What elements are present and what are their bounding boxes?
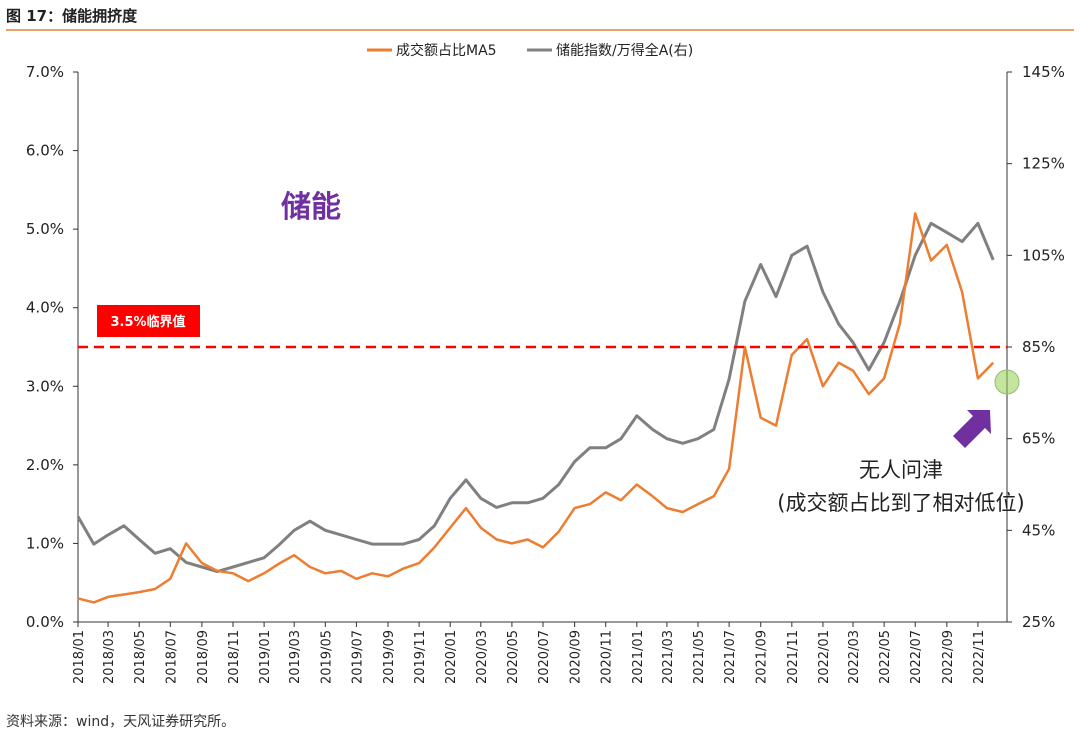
y-left-tick-label: 4.0% — [26, 299, 64, 317]
threshold-label-box — [97, 305, 200, 337]
y-right-tick-label: 125% — [1022, 155, 1065, 173]
y-right-tick-label: 105% — [1022, 246, 1065, 264]
x-tick-group: 2018/01 2018/03 2018/05 2018/07 2018/09 2018/… — [72, 622, 987, 684]
x-tick-label: 2019/05 — [319, 630, 334, 684]
threshold-label: 3.5%临界值 — [110, 314, 185, 330]
source-note: 资料来源：wind，天风证券研究所。 — [6, 714, 236, 730]
series-line-turnover — [77, 212, 995, 604]
y-left-tick-label: 6.0% — [26, 142, 64, 160]
y-right-tick-label: 25% — [1022, 613, 1055, 631]
x-tick-label: 2019/09 — [382, 630, 397, 684]
x-tick-label: 2020/07 — [537, 630, 552, 684]
x-tick-label: 2018/07 — [164, 630, 179, 684]
x-tick-label: 2019/03 — [288, 630, 303, 684]
annotation-line-2: (成交额占比到了相对低位) — [777, 491, 1024, 515]
x-tick-label: 2021/01 — [631, 630, 646, 684]
low-point-marker — [994, 369, 1020, 395]
x-tick-label: 2018/01 — [72, 630, 87, 684]
x-tick-label: 2021/03 — [661, 630, 676, 684]
legend-label-ratio: 储能指数/万得全A(右) — [556, 42, 693, 59]
legend: 成交额占比MA5 储能指数/万得全A(右) — [367, 42, 693, 59]
x-tick-label: 2021/11 — [786, 630, 801, 684]
annotation-line-1: 无人问津 — [859, 458, 943, 482]
y-right-tick-label: 85% — [1022, 338, 1055, 356]
x-tick-label: 2021/09 — [755, 630, 770, 684]
figure-title: 图 17：储能拥挤度 — [6, 7, 138, 25]
y-left-tick-label: 3.0% — [26, 377, 64, 395]
y-left-tick-label: 5.0% — [26, 220, 64, 238]
purple-arrow-icon — [953, 410, 991, 448]
x-tick-label: 2019/07 — [350, 630, 365, 684]
x-tick-label: 2019/01 — [258, 630, 273, 684]
x-tick-label: 2022/03 — [847, 630, 862, 684]
series-line-ratio — [76, 221, 995, 574]
y-right-tick-group: 25% 45% 65% 85% 105% 125% 145% — [1007, 63, 1065, 631]
y-left-tick-label: 2.0% — [26, 456, 64, 474]
x-tick-label: 2021/07 — [723, 630, 738, 684]
x-tick-label: 2018/05 — [133, 630, 148, 684]
x-tick-label: 2020/01 — [444, 630, 459, 684]
y-left-tick-label: 1.0% — [26, 534, 64, 552]
x-tick-label: 2022/05 — [878, 630, 893, 684]
y-left-tick-label: 7.0% — [26, 63, 64, 81]
y-right-tick-label: 65% — [1022, 430, 1055, 448]
y-left-tick-group: 0.0% 1.0% 2.0% 3.0% 4.0% 5.0% 6.0% 7.0% — [26, 63, 78, 631]
x-tick-label: 2020/03 — [475, 630, 490, 684]
title-divider — [6, 29, 1074, 31]
x-tick-label: 2022/07 — [909, 630, 924, 684]
x-tick-label: 2018/11 — [227, 630, 242, 684]
x-tick-label: 2020/11 — [600, 630, 615, 684]
x-tick-label: 2021/05 — [692, 630, 707, 684]
x-tick-label: 2018/09 — [196, 630, 211, 684]
y-left-tick-label: 0.0% — [26, 613, 64, 631]
legend-label-turnover: 成交额占比MA5 — [396, 42, 497, 59]
sector-label: 储能 — [281, 190, 341, 225]
x-tick-label: 2022/09 — [941, 630, 956, 684]
y-right-tick-label: 145% — [1022, 63, 1065, 81]
x-tick-label: 2018/03 — [102, 630, 117, 684]
x-tick-label: 2022/01 — [817, 630, 832, 684]
x-tick-label: 2022/11 — [972, 630, 987, 684]
y-right-tick-label: 45% — [1022, 521, 1055, 539]
x-tick-label: 2019/11 — [413, 630, 428, 684]
x-tick-label: 2020/05 — [506, 630, 521, 684]
x-tick-label: 2020/09 — [569, 630, 584, 684]
